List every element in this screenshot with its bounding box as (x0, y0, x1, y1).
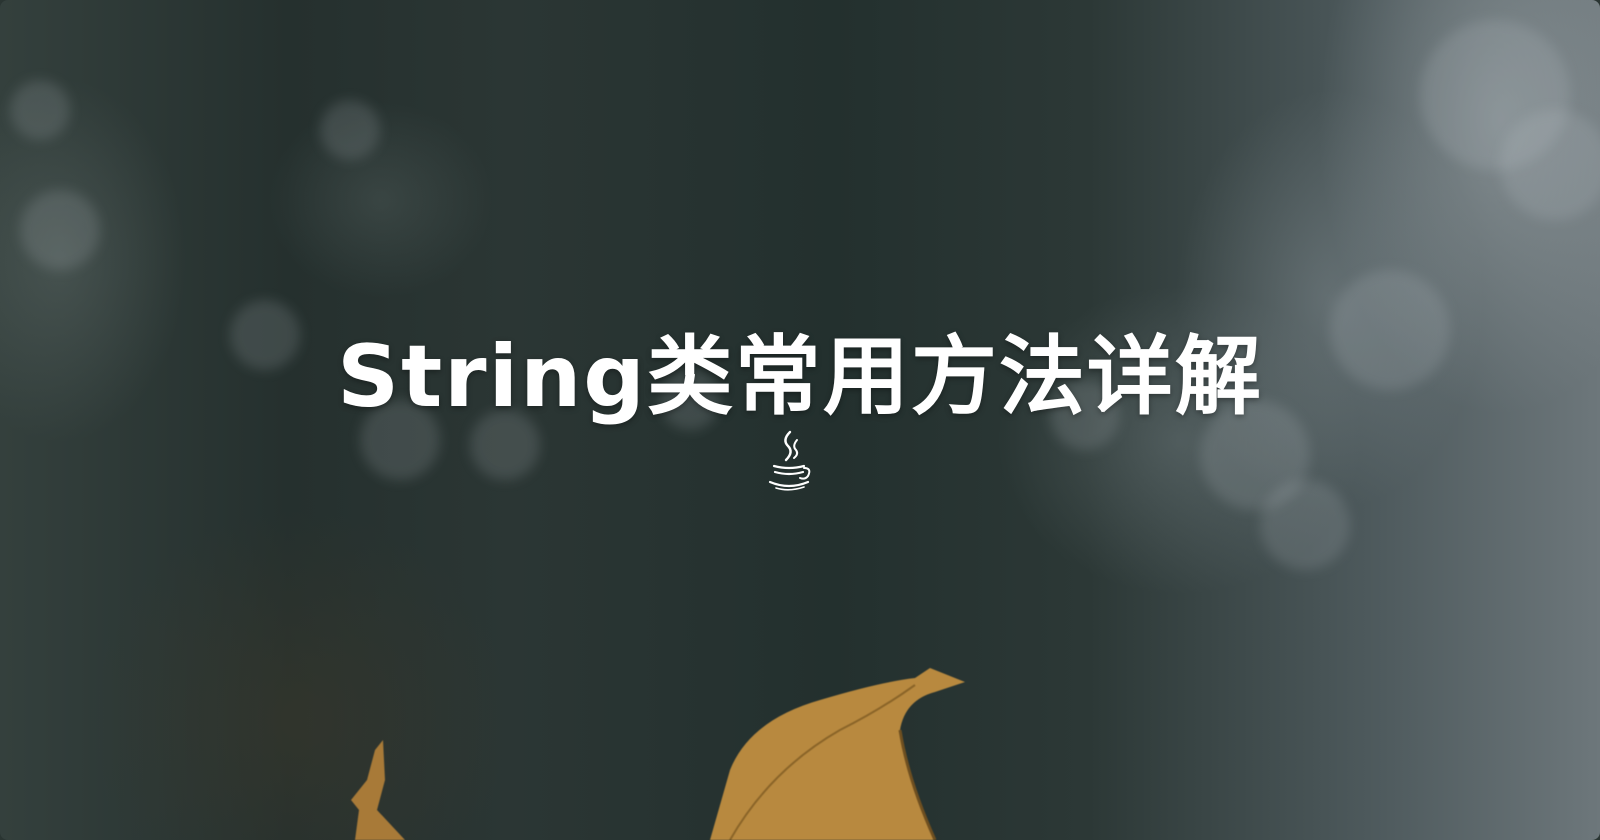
bokeh-light (1330, 270, 1450, 390)
bokeh-light (320, 100, 380, 160)
bokeh-light (1420, 20, 1570, 170)
bokeh-light (1260, 480, 1350, 570)
page-title: String类常用方法详解 (337, 326, 1263, 427)
bokeh-light (1500, 110, 1600, 220)
bokeh-light (660, 370, 720, 430)
bokeh-light (10, 80, 70, 140)
java-coffee-cup-icon (768, 430, 811, 491)
bokeh-light (1050, 380, 1120, 450)
autumn-leaf-icon (351, 740, 405, 840)
bokeh-light (230, 300, 300, 370)
bokeh-light (360, 400, 440, 480)
bokeh-light (20, 190, 100, 270)
bokeh-light (1200, 400, 1310, 510)
bokeh-light (470, 410, 540, 480)
autumn-leaf-icon (710, 668, 965, 840)
